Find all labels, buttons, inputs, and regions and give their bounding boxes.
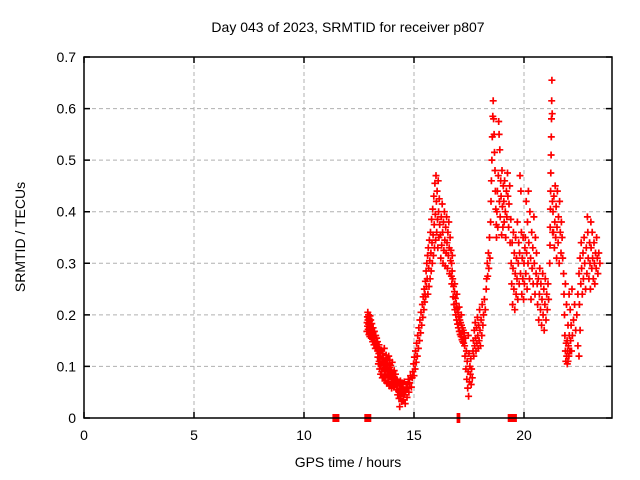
y-tick-label: 0.2	[57, 307, 77, 323]
x-axis-title: GPS time / hours	[294, 454, 402, 470]
y-tick-label: 0.5	[57, 152, 77, 168]
y-tick-label: 0.4	[57, 204, 77, 220]
scatter-points	[363, 76, 604, 411]
y-tick-labels: 0 0.1 0.2 0.3 0.4 0.5 0.6 0.7	[57, 49, 77, 426]
x-tick-label: 10	[296, 427, 312, 443]
y-axis-title: SRMTID / TECUs	[12, 181, 28, 293]
y-tick-label: 0	[68, 410, 76, 426]
x-tick-label: 5	[190, 427, 198, 443]
y-tick-label: 0.3	[57, 255, 77, 271]
chart-title: Day 043 of 2023, SRMTID for receiver p80…	[211, 19, 485, 35]
y-tick-label: 0.1	[57, 358, 77, 374]
axis-ticks	[83, 56, 612, 419]
x-tick-label: 0	[80, 427, 88, 443]
x-tick-label: 15	[406, 427, 422, 443]
x-tick-labels: 0 5 10 15 20	[80, 427, 532, 443]
x-tick-label: 20	[516, 427, 532, 443]
plot-border	[83, 56, 613, 419]
y-tick-label: 0.7	[57, 49, 77, 65]
y-tick-label: 0.6	[57, 101, 77, 117]
